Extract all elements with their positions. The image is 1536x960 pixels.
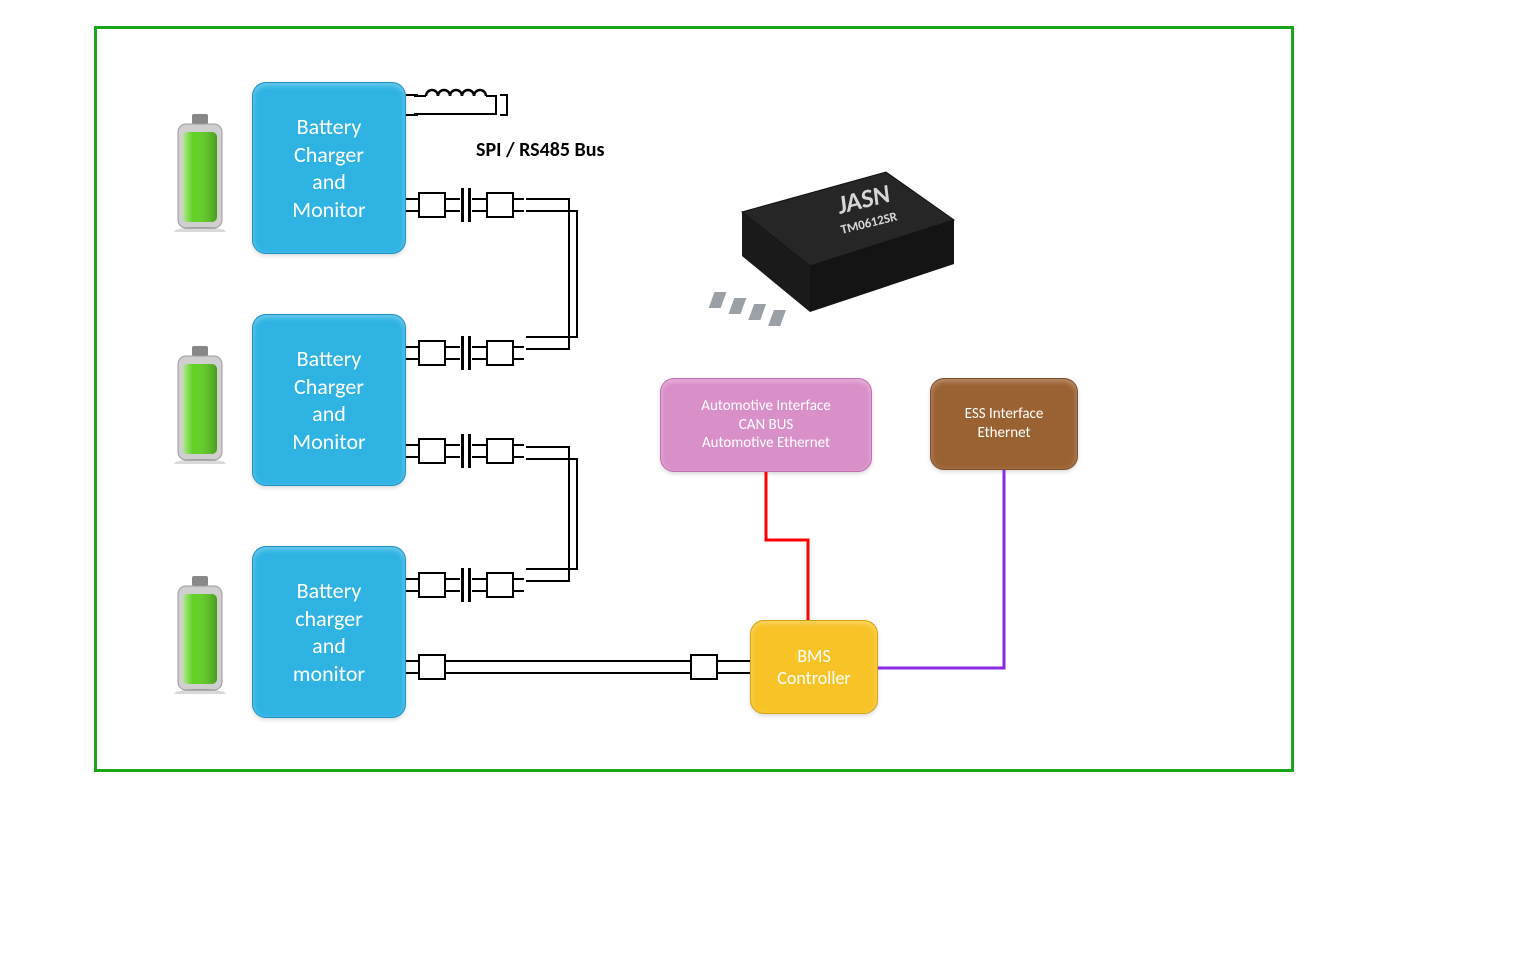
bus-wire — [526, 446, 570, 448]
bus-wire — [406, 346, 418, 348]
bus-wire — [568, 198, 570, 350]
bus-wire — [406, 444, 418, 446]
block-charger1: BatteryChargerandMonitor — [252, 82, 406, 254]
bus-wire — [526, 336, 578, 338]
bus-label: SPI / RS485 Bus — [476, 138, 604, 162]
bus-wire — [406, 590, 418, 592]
inductor-icon — [412, 88, 500, 122]
bus-wire — [526, 210, 578, 212]
isolation-transformer-icon — [418, 334, 514, 372]
bus-wire — [526, 568, 578, 570]
bus-wire — [406, 198, 418, 200]
bus-wire — [576, 210, 578, 338]
bus-wire — [406, 672, 418, 674]
block-charger3: Batterychargerandmonitor — [252, 546, 406, 718]
isolation-transformer-icon — [418, 432, 514, 470]
block-ess_if: ESS InterfaceEthernet — [930, 378, 1078, 470]
battery-icon — [172, 576, 228, 694]
isolation-transformer-icon — [418, 648, 718, 686]
block-auto_if: Automotive InterfaceCAN BUSAutomotive Et… — [660, 378, 872, 472]
bus-wire — [718, 660, 750, 662]
block-charger2: BatteryChargerandMonitor — [252, 314, 406, 486]
bus-wire — [718, 672, 750, 674]
bus-wire — [526, 458, 578, 460]
bus-wire — [526, 198, 570, 200]
bus-wire — [526, 580, 570, 582]
block-bms: BMSController — [750, 620, 878, 714]
isolation-transformer-icon — [418, 186, 514, 224]
bus-wire — [568, 446, 570, 582]
bus-wire — [406, 660, 418, 662]
bus-wire — [406, 456, 418, 458]
isolation-transformer-icon — [418, 566, 514, 604]
battery-icon — [172, 346, 228, 464]
bus-wire — [406, 578, 418, 580]
bus-wire — [506, 94, 508, 116]
ic-chip-icon: JASN TM0612SR — [700, 146, 968, 346]
bus-wire — [526, 348, 570, 350]
battery-icon — [172, 114, 228, 232]
bus-wire — [576, 458, 578, 570]
bus-wire — [406, 210, 418, 212]
bus-wire — [406, 358, 418, 360]
